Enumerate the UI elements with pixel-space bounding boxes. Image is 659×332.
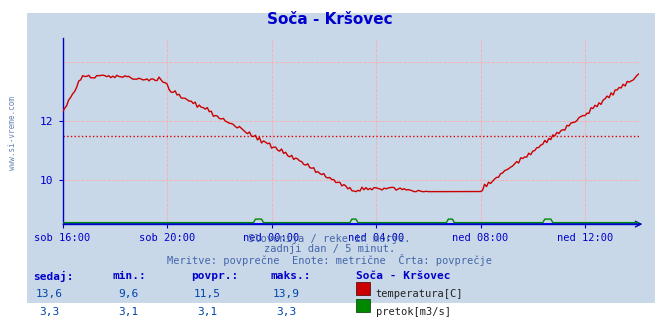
Text: 13,9: 13,9: [273, 289, 300, 299]
Text: 3,3: 3,3: [277, 307, 297, 317]
Text: 9,6: 9,6: [119, 289, 138, 299]
Text: sedaj:: sedaj:: [33, 271, 73, 282]
Text: pretok[m3/s]: pretok[m3/s]: [376, 307, 451, 317]
Text: www.si-vreme.com: www.si-vreme.com: [8, 96, 17, 170]
Text: min.:: min.:: [112, 271, 146, 281]
Text: temperatura[C]: temperatura[C]: [376, 289, 463, 299]
Text: Meritve: povprečne  Enote: metrične  Črta: povprečje: Meritve: povprečne Enote: metrične Črta:…: [167, 254, 492, 266]
Text: zadnji dan / 5 minut.: zadnji dan / 5 minut.: [264, 244, 395, 254]
Text: 3,1: 3,1: [198, 307, 217, 317]
Text: Slovenija / reke in morje.: Slovenija / reke in morje.: [248, 234, 411, 244]
Text: Soča - Kršovec: Soča - Kršovec: [267, 12, 392, 27]
Text: 3,3: 3,3: [40, 307, 59, 317]
Text: 11,5: 11,5: [194, 289, 221, 299]
Text: 3,1: 3,1: [119, 307, 138, 317]
Text: maks.:: maks.:: [270, 271, 310, 281]
Text: 13,6: 13,6: [36, 289, 63, 299]
Text: Soča - Kršovec: Soča - Kršovec: [356, 271, 450, 281]
Text: povpr.:: povpr.:: [191, 271, 239, 281]
